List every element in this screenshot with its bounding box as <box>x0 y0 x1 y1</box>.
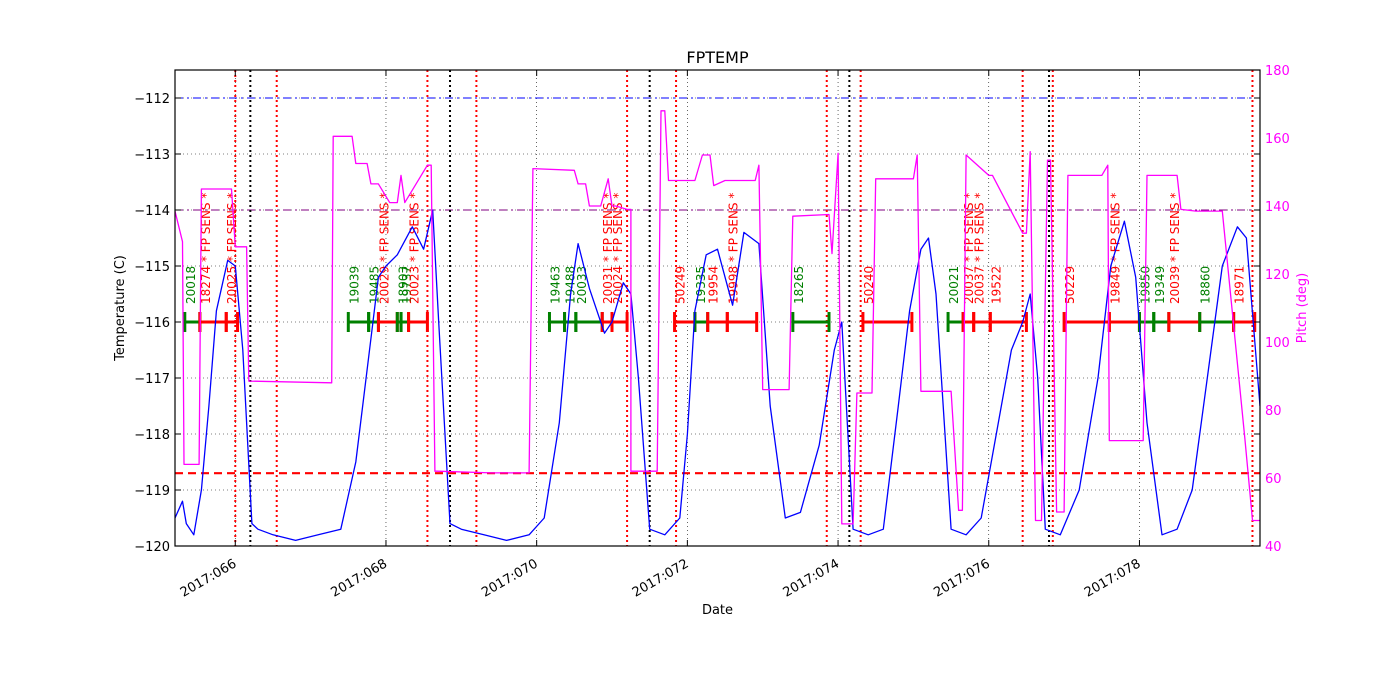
obs-label: 20037 * FP SENS * <box>973 193 987 304</box>
obs-label: 18265 <box>792 266 806 304</box>
x-tick-label: 2017:076 <box>931 556 992 600</box>
y-axis-label: Temperature (C) <box>113 255 128 362</box>
y-tick-label: −114 <box>134 204 170 219</box>
series-lines <box>175 110 1260 542</box>
obs-label: 19485 <box>368 266 382 304</box>
y2-tick-label: 160 <box>1265 132 1290 147</box>
x-tick-label: 2017:070 <box>479 556 540 600</box>
x-tick-label: 2017:068 <box>329 556 390 600</box>
obs-label: 19954 <box>707 266 721 304</box>
y-tick-label: −118 <box>134 428 170 443</box>
obs-label: 19349 <box>1153 266 1167 304</box>
obs-label: 20039 * FP SENS * <box>1168 193 1182 304</box>
obs-label: 20018 <box>184 266 198 304</box>
obs-label: 20029 * FP SENS * <box>377 193 391 304</box>
y-tick-label: −112 <box>134 92 170 107</box>
y2-axis-label: Pitch (deg) <box>1295 273 1310 343</box>
obs-label: 19737 <box>400 266 414 304</box>
y2-tick-label: 60 <box>1265 472 1282 487</box>
obs-label: 50240 <box>862 266 876 304</box>
y-tick-label: −120 <box>134 540 170 555</box>
limit-lines <box>175 97 1260 475</box>
chart-title: FPTEMP <box>686 48 749 67</box>
event-lines <box>234 70 1254 546</box>
observation-timeline: 20018 18274 * FP SENS * 20025 * FP SENS * 1… <box>183 193 1257 332</box>
x-tick-label: 2017:072 <box>630 556 691 600</box>
grid <box>175 70 1260 547</box>
y2-tick-label: 80 <box>1265 404 1282 419</box>
obs-label: 20031 * FP SENS * <box>601 193 615 304</box>
obs-label: 50229 <box>1063 266 1077 304</box>
obs-label: 19849 * FP SENS * <box>1108 193 1122 304</box>
obs-label: 20021 <box>947 266 961 304</box>
obs-label: 18860 <box>1199 266 1213 304</box>
x-tick-label: 2017:078 <box>1082 556 1143 600</box>
y-tick-label: −115 <box>134 260 170 275</box>
y2-tick-label: 40 <box>1265 540 1282 555</box>
y-tick-label: −117 <box>134 372 170 387</box>
obs-label: 19335 <box>694 266 708 304</box>
obs-label: 19488 <box>564 266 578 304</box>
obs-label: 18971 <box>1233 266 1247 304</box>
y2-tick-label: 180 <box>1265 64 1290 79</box>
temperature-line <box>175 209 1260 542</box>
y2-tick-label: 140 <box>1265 200 1290 215</box>
y-tick-label: −113 <box>134 148 170 163</box>
obs-label: 19039 <box>347 266 361 304</box>
y-tick-label: −119 <box>134 484 170 499</box>
obs-label: 18903 <box>396 266 410 304</box>
x-tick-label: 2017:066 <box>178 556 239 600</box>
y-tick-label: −116 <box>134 316 170 331</box>
obs-label: 18274 * FP SENS * <box>199 193 213 304</box>
obs-label: 20033 <box>575 266 589 304</box>
x-axis-label: Date <box>702 603 733 618</box>
obs-label: 50249 <box>674 266 688 304</box>
y2-tick-label: 120 <box>1265 268 1290 283</box>
obs-label: 20023 * FP SENS * <box>408 193 422 304</box>
obs-label: 19463 <box>548 266 562 304</box>
plot-frame <box>174 69 1261 547</box>
x-tick-label: 2017:074 <box>781 556 842 600</box>
axes: −112 −113 −114 −115 −116 −117 −118 −119 −120 40 60… <box>134 64 1290 601</box>
y2-tick-label: 100 <box>1265 336 1290 351</box>
obs-label: 20024 * FP SENS * <box>611 193 625 304</box>
obs-label: 19522 <box>989 266 1003 304</box>
pitch-line <box>175 110 1260 525</box>
